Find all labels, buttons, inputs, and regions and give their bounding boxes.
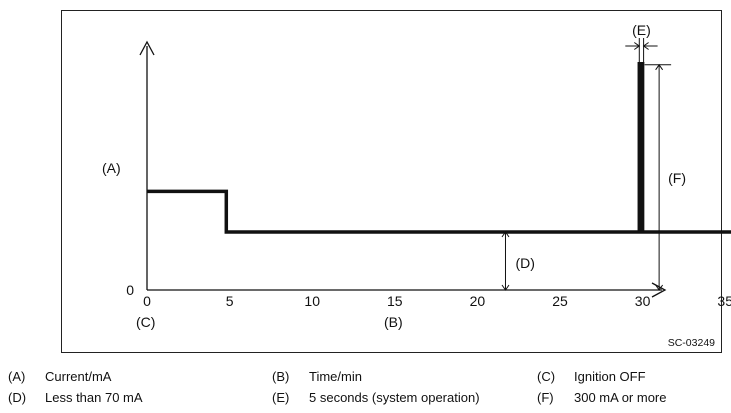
f-arrow-bottom xyxy=(655,284,664,291)
y-tick-labels: 0 xyxy=(126,282,134,298)
legend-text: Current/mA xyxy=(45,369,112,384)
legend-key: (E) xyxy=(272,390,290,405)
d-label: (D) xyxy=(515,255,534,271)
origin-sub-label: (C) xyxy=(136,314,155,330)
x-tick-label: 0 xyxy=(143,293,151,309)
legend-key: (A) xyxy=(8,369,26,384)
e-label: (E) xyxy=(632,22,651,38)
legend-key: (F) xyxy=(537,390,554,405)
legend-text: Ignition OFF xyxy=(574,369,646,384)
d-dimension: (D) xyxy=(501,231,535,291)
x-tick-label: 30 xyxy=(635,293,651,309)
x-tick-label: 20 xyxy=(470,293,486,309)
legend-text: Time/min xyxy=(309,369,362,384)
x-tick-label: 35 xyxy=(717,293,731,309)
y-axis-arrow xyxy=(139,40,155,56)
x-tick-label: 5 xyxy=(226,293,234,309)
legend-text: Less than 70 mA xyxy=(45,390,143,405)
legend-key: (B) xyxy=(272,369,290,384)
x-axis-label: (B) xyxy=(384,314,403,330)
figure-frame xyxy=(61,10,722,353)
e-arrow-right-head xyxy=(642,42,649,50)
e-arrow-left-head xyxy=(634,42,641,50)
f-label: (F) xyxy=(668,170,686,186)
x-tick-label: 25 xyxy=(552,293,568,309)
y-axis-label: (A) xyxy=(102,160,121,176)
legend-key: (C) xyxy=(537,369,556,384)
e-dimension: (E) xyxy=(625,22,658,64)
x-tick-label: 10 xyxy=(304,293,320,309)
f-dimension: (F) xyxy=(644,63,686,291)
figure-id: SC-03249 xyxy=(668,337,715,349)
d-arrow-bottom xyxy=(501,284,510,291)
x-tick-labels: 0 5 10 15 20 25 30 35 xyxy=(143,293,731,309)
x-tick-label: 15 xyxy=(387,293,403,309)
legend-text: 300 mA or more xyxy=(574,390,667,405)
legend-text: 5 seconds (system operation) xyxy=(309,390,480,405)
legend-key: (D) xyxy=(8,390,27,405)
f-arrow-top xyxy=(655,63,664,71)
y-tick-label: 0 xyxy=(126,282,134,298)
d-arrow-top xyxy=(501,231,510,238)
series-line xyxy=(147,62,731,234)
